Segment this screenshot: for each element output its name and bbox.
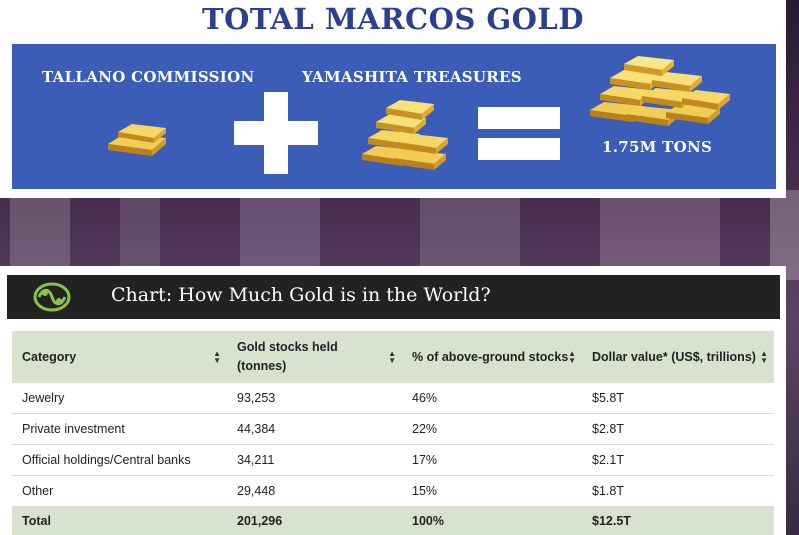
dollar-cell: $12.5T bbox=[582, 506, 774, 535]
percent-cell: 100% bbox=[402, 506, 582, 535]
chart-title: Chart: How Much Gold is in the World? bbox=[111, 284, 491, 306]
tonnes-cell: 93,253 bbox=[227, 383, 402, 414]
category-cell: Official holdings/Central banks bbox=[12, 444, 227, 476]
gold-stack-icon bbox=[362, 100, 448, 170]
table-row: Other 29,448 15% $1.8T bbox=[12, 475, 774, 507]
column-header-category[interactable]: Category ▲ ▼ bbox=[12, 331, 227, 383]
sort-icon[interactable]: ▲ ▼ bbox=[213, 349, 221, 365]
plus-sign bbox=[264, 92, 288, 174]
category-cell: Total bbox=[12, 506, 227, 535]
category-cell: Jewelry bbox=[12, 383, 227, 414]
tonnes-cell: 34,211 bbox=[227, 444, 402, 476]
table-header-row: Category ▲ ▼ Gold stocks held (tonnes) ▲ ▼… bbox=[12, 331, 774, 383]
table-row: Official holdings/Central banks 34,211 1… bbox=[12, 444, 774, 476]
tallano-label: TALLANO COMMISSION bbox=[42, 68, 255, 86]
globe-leaf-icon bbox=[33, 282, 71, 312]
yamashita-label: YAMASHITA TREASURES bbox=[302, 68, 522, 86]
category-cell: Other bbox=[12, 475, 227, 507]
background-stage bbox=[600, 190, 720, 280]
column-header-gold-stocks[interactable]: Gold stocks held (tonnes) ▲ ▼ bbox=[227, 331, 402, 383]
column-header-percent[interactable]: % of above-ground stocks ▲ ▼ bbox=[402, 331, 582, 383]
tonnes-cell: 29,448 bbox=[227, 475, 402, 507]
percent-cell: 17% bbox=[402, 444, 582, 476]
chart-header: Chart: How Much Gold is in the World? bbox=[7, 275, 780, 319]
infographic-equation-panel: TALLANO COMMISSION YAMASHITA TREASURES bbox=[12, 44, 776, 189]
gold-pile-icon bbox=[590, 56, 730, 126]
tonnes-cell: 201,296 bbox=[227, 506, 402, 535]
percent-cell: 46% bbox=[402, 383, 582, 414]
table-row: Private investment 44,384 22% $2.8T bbox=[12, 413, 774, 445]
dollar-cell: $2.8T bbox=[582, 413, 774, 445]
gold-bars-icon bbox=[108, 124, 166, 156]
background-stage bbox=[240, 190, 320, 280]
dollar-cell: $5.8T bbox=[582, 383, 774, 414]
category-cell: Private investment bbox=[12, 413, 227, 445]
equals-sign bbox=[478, 107, 560, 129]
percent-cell: 22% bbox=[402, 413, 582, 445]
sort-icon[interactable]: ▲ ▼ bbox=[568, 349, 576, 365]
dollar-cell: $1.8T bbox=[582, 475, 774, 507]
table-total-row: Total 201,296 100% $12.5T bbox=[12, 506, 774, 535]
background-stage bbox=[120, 190, 160, 280]
background-stage bbox=[770, 190, 799, 280]
tonnes-cell: 44,384 bbox=[227, 413, 402, 445]
equals-sign bbox=[478, 138, 560, 160]
gold-stocks-table: Category ▲ ▼ Gold stocks held (tonnes) ▲ ▼… bbox=[12, 331, 774, 535]
marcos-gold-infographic: TOTAL MARCOS GOLD TALLANO COMMISSION YAM… bbox=[0, 0, 786, 198]
percent-cell: 15% bbox=[402, 475, 582, 507]
sort-icon[interactable]: ▲ ▼ bbox=[388, 349, 396, 365]
total-tons-label: 1.75M TONS bbox=[602, 138, 713, 156]
gold-world-chart-panel: Chart: How Much Gold is in the World? Ca… bbox=[0, 266, 786, 535]
table-row: Jewelry 93,253 46% $5.8T bbox=[12, 383, 774, 414]
sort-icon[interactable]: ▲ ▼ bbox=[760, 349, 768, 365]
dollar-cell: $2.1T bbox=[582, 444, 774, 476]
background-stage bbox=[420, 190, 520, 280]
column-header-dollar-value[interactable]: Dollar value* (US$, trillions) ▲ ▼ bbox=[582, 331, 774, 383]
infographic-title: TOTAL MARCOS GOLD bbox=[202, 2, 584, 36]
background-stage bbox=[10, 190, 70, 280]
